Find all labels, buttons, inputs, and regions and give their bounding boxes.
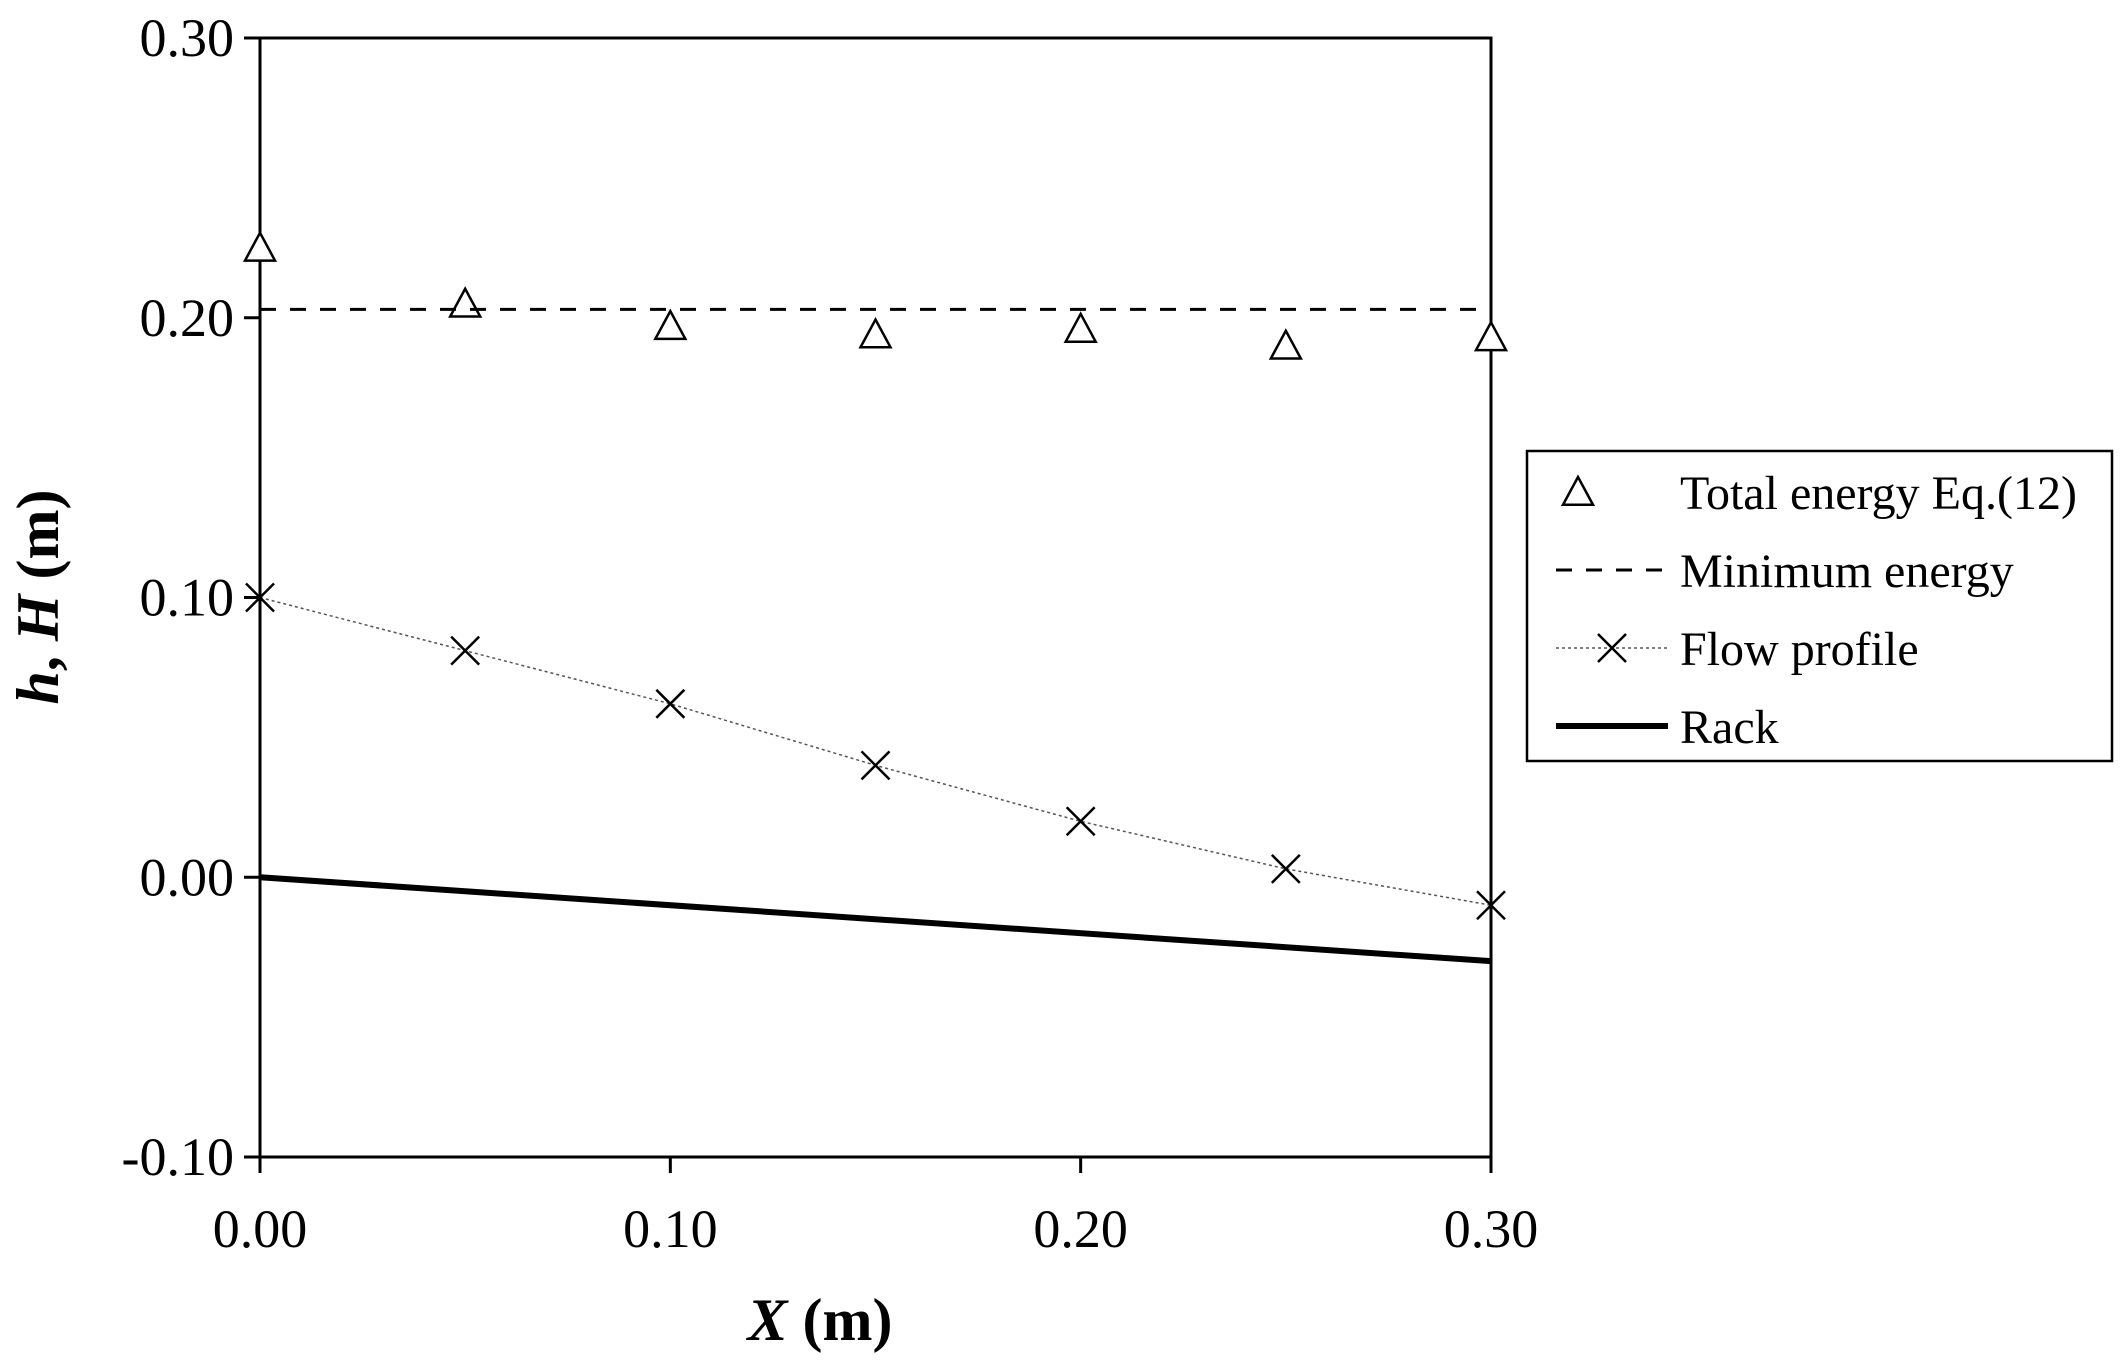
y-axis-title: h, H (m) — [5, 490, 71, 705]
x-tick-label: 0.30 — [1444, 1199, 1539, 1259]
data-point-x — [245, 582, 275, 613]
x-axis-title: X (m) — [746, 1287, 893, 1353]
legend-marker-triangle — [1560, 474, 1596, 506]
data-point-triangle — [653, 308, 688, 341]
y-tick-label: 0.00 — [140, 847, 235, 907]
y-tick-label: 0.30 — [140, 8, 235, 68]
x-tick-label: 0.20 — [1033, 1199, 1128, 1259]
series-layer — [242, 230, 1509, 965]
legend-item: Total energy Eq.(12) — [1560, 467, 2077, 520]
data-point-x — [655, 688, 686, 719]
data-point-triangle — [858, 316, 893, 349]
legend-item: Minimum energy — [1556, 545, 2014, 598]
x-tick-label: 0.10 — [623, 1199, 718, 1259]
data-point-x — [1065, 806, 1096, 837]
y-tick-label: 0.20 — [140, 288, 235, 348]
series-total-energy-eq-12 — [242, 230, 1509, 360]
legend-label: Total energy Eq.(12) — [1680, 467, 2077, 520]
data-point-triangle — [1268, 328, 1303, 360]
x-axis: 0.00 0.10 0.20 0.30 — [213, 1157, 1539, 1259]
series-flow-profile — [245, 582, 1506, 921]
series-rack — [259, 874, 1492, 965]
legend-label: Rack — [1680, 701, 1779, 754]
y-axis: -0.10 0.00 0.10 0.20 0.30 — [122, 8, 260, 1187]
legend-box — [1525, 449, 2114, 763]
legend-label: Flow profile — [1680, 623, 1919, 676]
legend-item: Flow profile — [1556, 623, 1919, 676]
legend-item: Rack — [1556, 701, 1779, 754]
y-tick-label: -0.10 — [122, 1127, 234, 1187]
x-tick-label: 0.00 — [213, 1199, 308, 1259]
data-point-x — [1270, 853, 1301, 884]
legend-marker-x — [1597, 633, 1627, 663]
legend-label: Minimum energy — [1680, 545, 2014, 598]
data-point-x — [860, 750, 891, 781]
data-point-triangle — [1473, 319, 1509, 352]
data-point-triangle — [242, 230, 278, 262]
data-point-x — [1476, 890, 1506, 921]
data-point-triangle — [1063, 311, 1098, 343]
series-line — [259, 874, 1492, 965]
legend: Total energy Eq.(12) Minimum energy Flow p… — [1525, 449, 2114, 763]
data-point-x — [450, 635, 481, 666]
y-tick-label: 0.10 — [140, 568, 235, 628]
plot-area — [258, 36, 1493, 1159]
